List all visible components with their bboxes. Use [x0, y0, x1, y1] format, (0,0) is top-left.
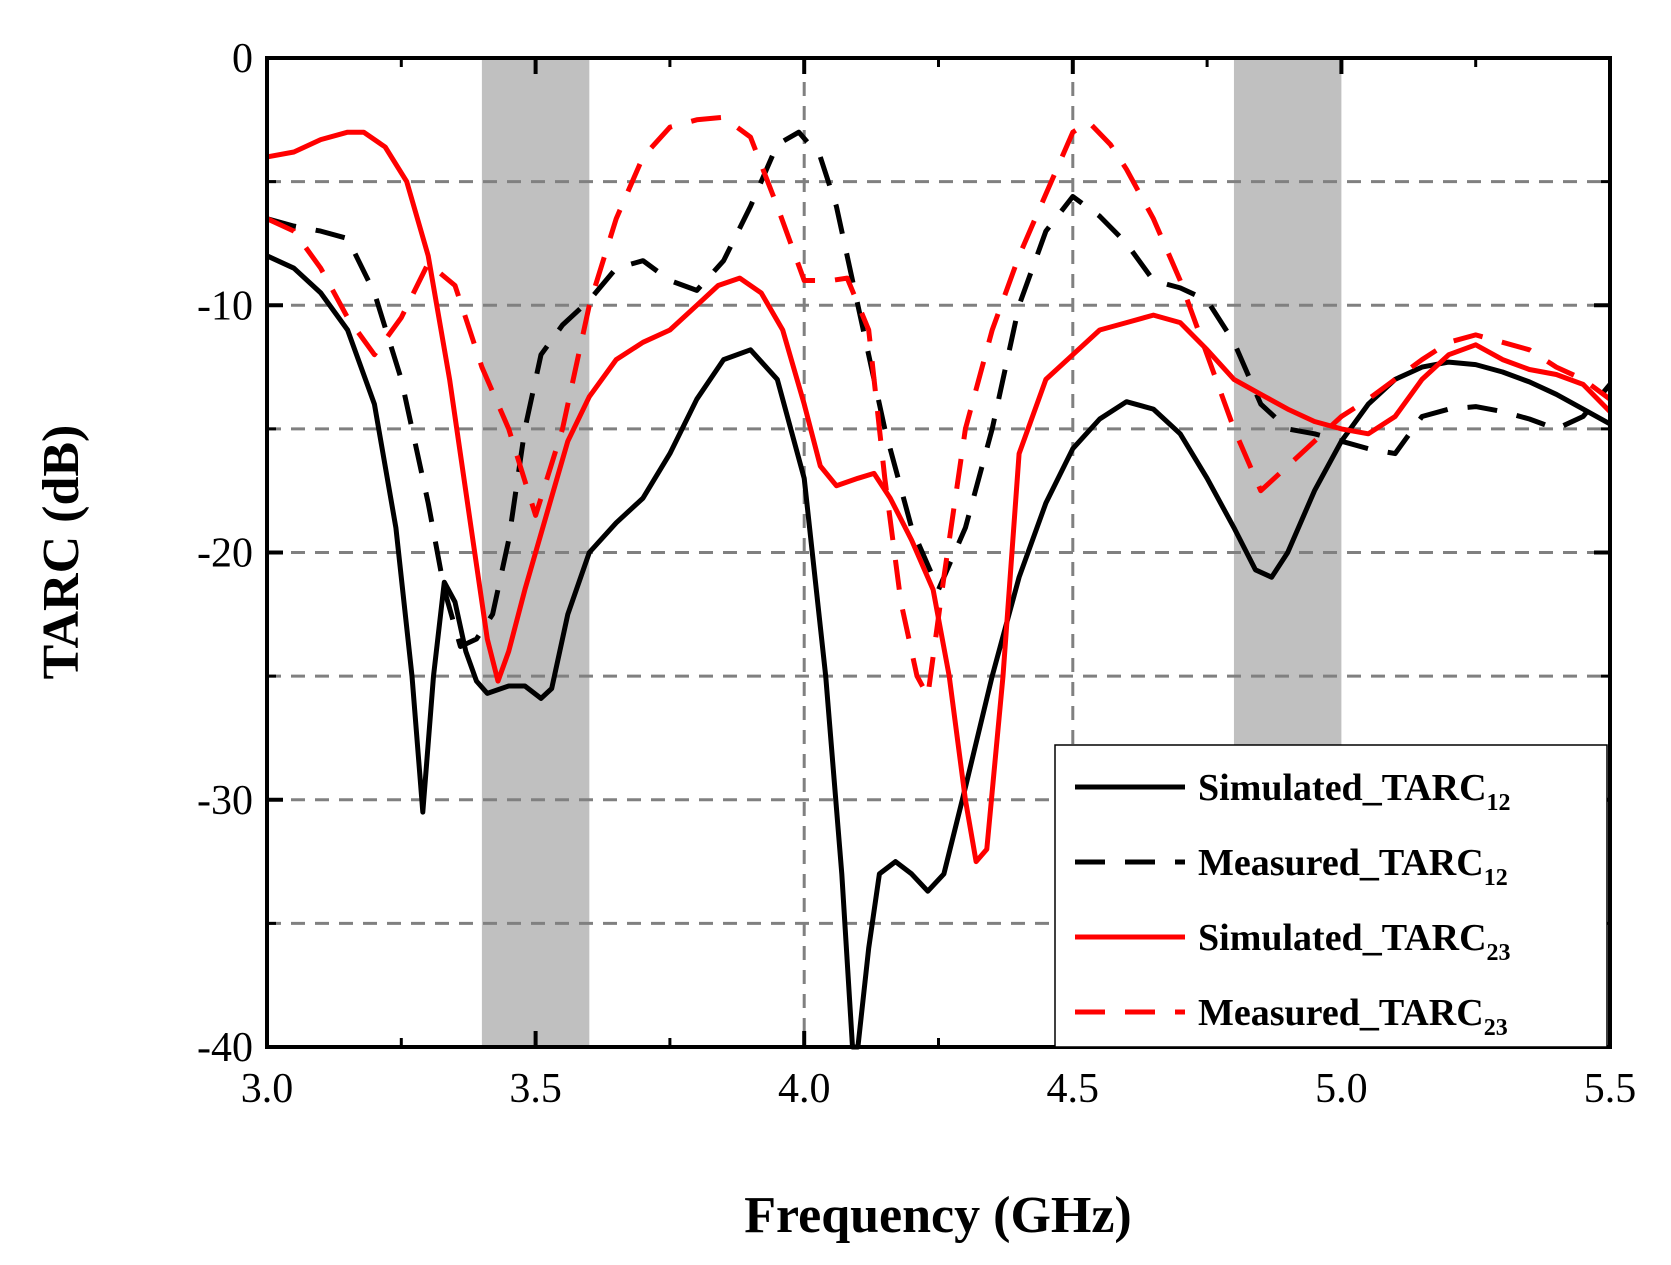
series-lines: [265, 114, 1612, 1050]
legend-label-2: Measured_TARC12: [1198, 842, 1508, 891]
y-tick-label: 0: [232, 36, 253, 82]
x-axis-title: Frequency (GHz): [744, 1187, 1132, 1244]
legend-label-4: Measured_TARC23: [1198, 992, 1508, 1041]
y-axis-title: TARC (dB): [33, 425, 90, 680]
legend-box: [1054, 744, 1608, 1048]
y-tick-labels: 0 -10 -20 -30 -40: [197, 36, 253, 1071]
series-line-1: [265, 253, 1612, 1050]
y-tick-label: -40: [197, 1025, 253, 1071]
y-tick-label: -30: [197, 778, 253, 824]
x-tick-labels: 3.0 3.5 4.0 4.5 5.0 5.5: [241, 1066, 1637, 1112]
legend-subscript: 23: [1487, 940, 1511, 966]
x-tick-label: 4.0: [778, 1066, 831, 1112]
x-tick-label: 5.5: [1584, 1066, 1637, 1112]
y-tick-label: -20: [197, 531, 253, 577]
x-tick-label: 3.0: [241, 1066, 294, 1112]
y-tick-label: -10: [197, 283, 253, 329]
legend-subscript: 23: [1484, 1015, 1508, 1041]
series-line-2: [266, 129, 1612, 649]
legend-subscript: 12: [1484, 865, 1508, 891]
x-tick-label: 5.0: [1315, 1066, 1368, 1112]
legend-label-1: Simulated_TARC12: [1198, 767, 1511, 816]
series-line-4: [265, 114, 1612, 699]
x-tick-label: 3.5: [509, 1066, 562, 1112]
legend: Simulated_TARC12 Measured_TARC12 Simulated…: [1054, 744, 1608, 1048]
series-line-3: [266, 129, 1612, 865]
legend-subscript: 12: [1487, 790, 1511, 816]
x-tick-label: 4.5: [1047, 1066, 1100, 1112]
legend-label-3: Simulated_TARC23: [1198, 917, 1511, 966]
